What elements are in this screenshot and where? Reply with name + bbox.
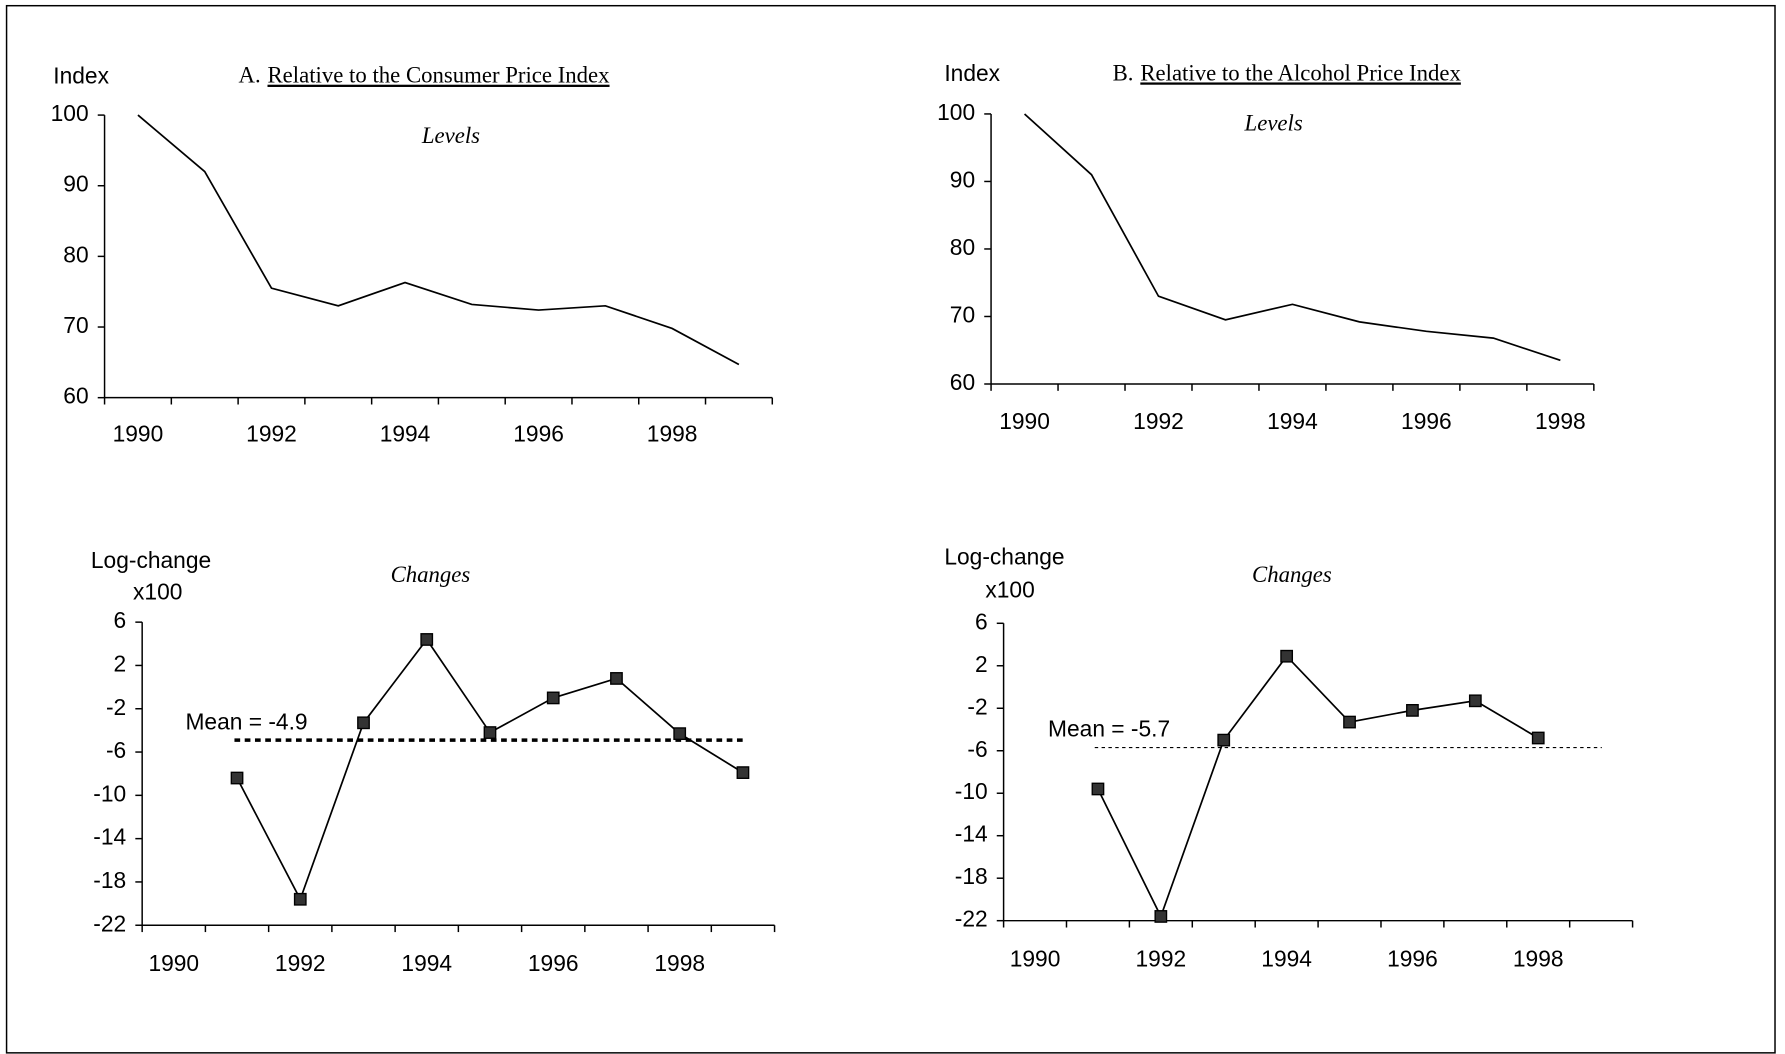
x-tick-label: 1992 xyxy=(1133,408,1184,434)
y-tick-label: 70 xyxy=(950,302,975,328)
y-tick-label: 2 xyxy=(114,650,127,676)
data-point xyxy=(546,691,560,705)
y-tick-label: 60 xyxy=(63,383,88,409)
x-tick-label: 1996 xyxy=(1401,408,1452,434)
y-tick-label: -14 xyxy=(93,824,126,850)
y-tick-label: 6 xyxy=(975,608,988,634)
y-tick-label: -22 xyxy=(955,906,988,932)
data-point xyxy=(483,726,497,739)
data-point xyxy=(1343,715,1356,729)
data-point xyxy=(1468,694,1482,708)
x-tick-label: 1998 xyxy=(654,950,705,976)
x-tick-label: 1994 xyxy=(1267,408,1318,434)
y-tick-label: 70 xyxy=(63,312,88,338)
y-tick-label: -18 xyxy=(955,863,988,889)
x-tick-label: 1996 xyxy=(528,950,579,976)
data-point xyxy=(610,672,623,685)
y-tick-label: 80 xyxy=(63,241,88,267)
x-tick-label: 1994 xyxy=(401,950,452,976)
y-tick-label: 100 xyxy=(937,99,975,125)
data-point xyxy=(1406,703,1419,717)
y-axis-label: Log-change xyxy=(944,543,1064,569)
y-tick-label: 60 xyxy=(950,369,975,395)
mean-label: Mean = -5.7 xyxy=(1048,715,1170,741)
data-point xyxy=(357,716,370,730)
data-line xyxy=(1097,654,1539,919)
y-tick-label: -14 xyxy=(955,821,988,847)
x-tick-label: 1990 xyxy=(999,408,1050,434)
data-point xyxy=(673,727,687,741)
y-tick-label: 90 xyxy=(63,171,88,197)
chart-subtitle: Levels xyxy=(421,123,480,148)
y-axis-label: Index xyxy=(944,60,1000,86)
x-tick-label: 1990 xyxy=(148,950,199,976)
y-axis-label: x100 xyxy=(985,576,1034,602)
data-point xyxy=(420,633,434,646)
mean-label: Mean = -4.9 xyxy=(185,709,307,735)
data-point xyxy=(1531,731,1545,745)
data-line xyxy=(1023,113,1561,362)
y-tick-label: 2 xyxy=(975,651,988,677)
y-axis-label: Index xyxy=(53,62,109,88)
data-point xyxy=(736,766,750,779)
panel-label: B. xyxy=(1113,60,1134,85)
y-tick-label: -6 xyxy=(967,736,987,762)
chart-title: Relative to the Consumer Price Index xyxy=(268,63,611,88)
y-tick-label: -22 xyxy=(93,910,126,936)
x-tick-label: 1994 xyxy=(1261,946,1312,972)
data-point xyxy=(293,892,307,906)
y-tick-label: -10 xyxy=(955,778,988,804)
chart-title: Relative to the Alcohol Price Index xyxy=(1140,60,1461,85)
chart-subtitle: Changes xyxy=(1252,562,1332,587)
x-tick-label: 1998 xyxy=(1513,946,1564,972)
y-tick-label: 80 xyxy=(950,234,975,260)
y-axis-label: Log-change xyxy=(91,547,211,573)
data-line xyxy=(236,638,744,902)
x-tick-label: 1990 xyxy=(113,420,164,446)
chart-subtitle: Changes xyxy=(391,562,471,587)
x-tick-label: 1996 xyxy=(513,420,564,446)
x-tick-label: 1992 xyxy=(246,420,297,446)
y-tick-label: -2 xyxy=(967,693,987,719)
data-point xyxy=(1154,910,1168,923)
y-tick-label: -6 xyxy=(106,737,126,763)
data-point xyxy=(1217,733,1231,747)
y-tick-label: -10 xyxy=(93,780,126,806)
frame xyxy=(5,4,1776,1054)
x-tick-label: 1998 xyxy=(1535,408,1586,434)
x-tick-label: 1998 xyxy=(647,420,698,446)
x-tick-label: 1992 xyxy=(1136,946,1187,972)
x-tick-label: 1992 xyxy=(275,950,326,976)
y-tick-label: 6 xyxy=(114,607,127,633)
data-point xyxy=(230,771,244,785)
y-tick-label: -2 xyxy=(106,694,126,720)
y-axis-label: x100 xyxy=(133,579,182,605)
data-point xyxy=(1280,649,1294,663)
data-line xyxy=(137,114,740,366)
chart-subtitle: Levels xyxy=(1244,111,1303,136)
y-tick-label: 90 xyxy=(950,166,975,192)
x-tick-label: 1996 xyxy=(1387,946,1438,972)
x-tick-label: 1990 xyxy=(1010,946,1061,972)
x-tick-label: 1994 xyxy=(380,420,431,446)
y-tick-label: 100 xyxy=(51,100,89,126)
data-point xyxy=(1091,782,1105,796)
y-tick-label: -18 xyxy=(93,867,126,893)
panel-label: A. xyxy=(239,63,261,88)
